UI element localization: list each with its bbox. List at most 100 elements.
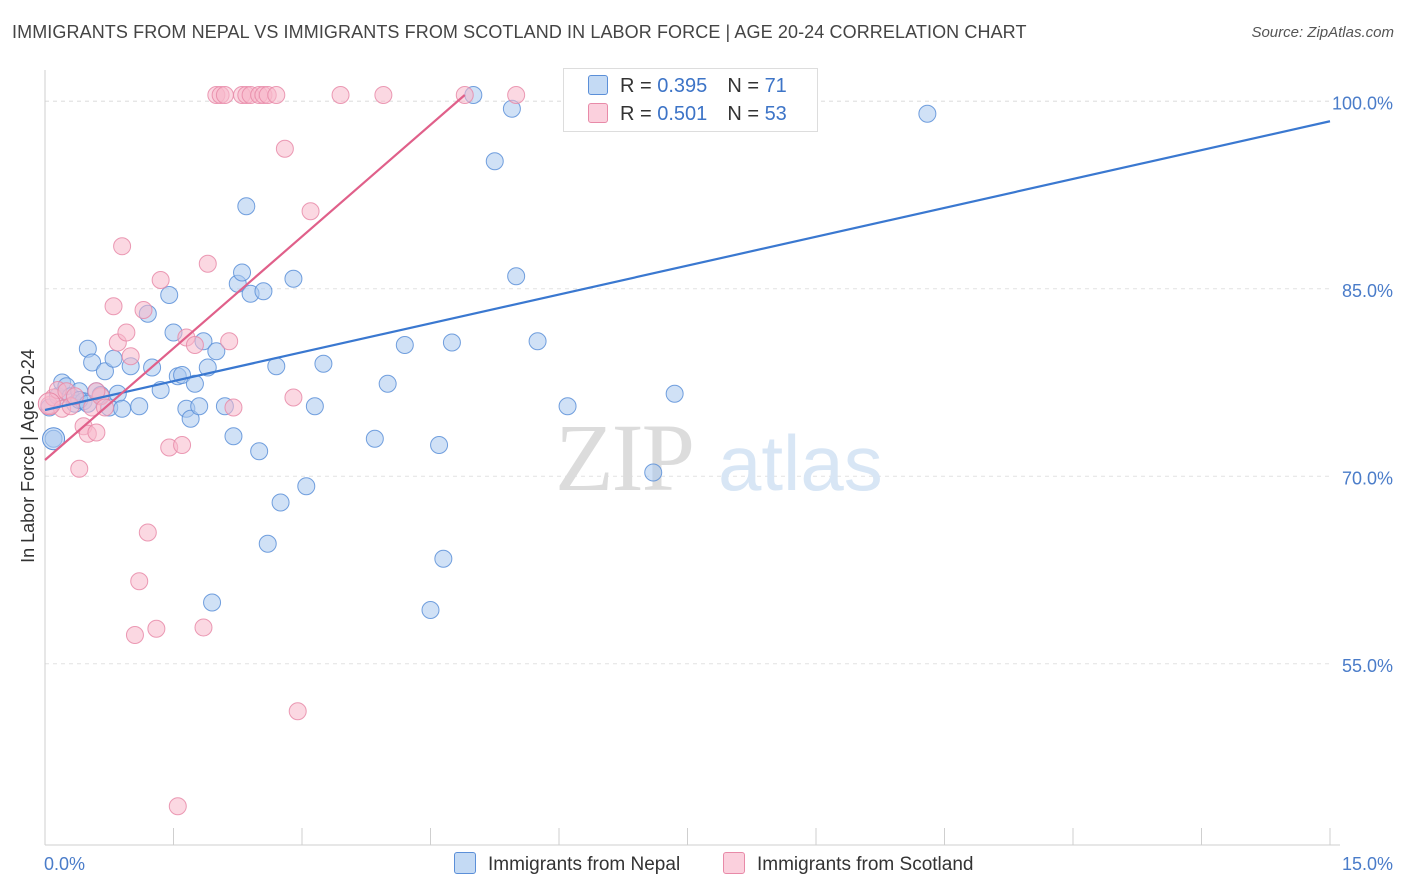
scotland-point [87, 382, 106, 401]
scotland-point [130, 572, 149, 591]
scotland-point [117, 323, 136, 342]
nepal-point [254, 282, 273, 301]
nepal-point [271, 493, 290, 512]
y-tick-label: 100.0% [1332, 93, 1393, 113]
scotland-point [70, 459, 89, 478]
x-tick-label: 15.0% [1342, 854, 1393, 874]
scotland-point [301, 202, 320, 221]
legend-scotland-n-value: 53 [764, 103, 787, 125]
scotland-point [220, 332, 239, 351]
legend-nepal-r-value: 0.395 [657, 75, 708, 97]
nepal-point [430, 436, 449, 454]
nepal-point [507, 267, 526, 286]
legend-nepal: R = 0.395 N = 71 [588, 75, 787, 98]
legend-scotland-swatch [588, 103, 608, 123]
scotland-trend-line [44, 94, 466, 461]
trend-lines [44, 94, 1331, 461]
nepal-point [528, 332, 547, 351]
y-axis-label: In Labor Force | Age 20-24 [18, 349, 38, 563]
nepal-point [284, 269, 303, 288]
bottom-legend-nepal: Immigrants from Nepal [454, 852, 680, 876]
chart-source: Source: ZipAtlas.com [1251, 24, 1394, 41]
y-tick-label: 85.0% [1342, 281, 1393, 301]
nepal-point [485, 152, 504, 171]
scotland-point [138, 523, 157, 542]
nepal-point [918, 104, 937, 123]
scotland-point [87, 423, 106, 442]
scotland-point [168, 797, 187, 816]
scotland-point [284, 388, 303, 407]
watermark: ZIP atlas [555, 404, 883, 511]
scotland-point [507, 86, 526, 104]
bottom-legend-scotland: Immigrants from Scotland [723, 852, 973, 876]
nepal-point [160, 286, 179, 304]
scotland-point [147, 619, 166, 638]
scotland-point [65, 387, 84, 406]
tick-labels: 55.0% 70.0% 85.0% 100.0% 0.0% 15.0% [44, 93, 1393, 874]
bottom-legend-nepal-swatch [454, 852, 476, 874]
scotland-point [215, 86, 234, 104]
nepal-point [203, 593, 222, 612]
nepal-point [83, 353, 102, 372]
scotland-point [113, 237, 132, 256]
nepal-point [130, 397, 149, 416]
nepal-point [421, 601, 440, 619]
scotland-point [288, 702, 307, 721]
legend-scotland: R = 0.501 N = 53 [588, 103, 787, 126]
nepal-point [42, 427, 66, 451]
nepal-point [434, 549, 453, 568]
scotland-point [121, 347, 140, 366]
legend-nepal-r-label: R = [620, 75, 658, 97]
nepal-point [558, 397, 577, 416]
legend-nepal-n-label: N = [727, 75, 765, 97]
nepal-point [104, 349, 123, 368]
nepal-point [665, 384, 684, 403]
grid-lines [45, 100, 1330, 665]
watermark-zip: ZIP [555, 404, 693, 511]
axes [44, 70, 1340, 846]
watermark-atlas: atlas [718, 419, 883, 507]
scotland-point [151, 271, 170, 289]
nepal-point [297, 477, 316, 496]
legend-scotland-n-label: N = [727, 103, 765, 125]
y-tick-label: 55.0% [1342, 656, 1393, 676]
scotland-point [224, 398, 243, 417]
scotland-point [104, 297, 123, 316]
legend-nepal-swatch [588, 75, 608, 95]
bottom-legend-nepal-label: Immigrants from Nepal [488, 854, 681, 875]
scotland-point [173, 436, 192, 454]
scotland-point [267, 86, 286, 104]
scotland-point [125, 626, 144, 644]
legend-scotland-r-value: 0.501 [657, 103, 708, 125]
nepal-point [190, 397, 209, 416]
nepal-point [113, 399, 132, 418]
nepal-point [314, 354, 333, 373]
nepal-point [258, 534, 277, 553]
nepal-point [224, 427, 243, 446]
scotland-point [198, 254, 217, 273]
nepal-point [95, 362, 114, 381]
legend-scotland-r-label: R = [620, 103, 658, 125]
legend-nepal-n-value: 71 [764, 75, 787, 97]
nepal-point [644, 463, 663, 482]
nepal-trend-line [44, 120, 1331, 412]
bottom-legend-scotland-swatch [723, 852, 745, 874]
nepal-point [305, 397, 324, 416]
scotland-point [37, 392, 61, 416]
nepal-point [365, 429, 384, 448]
scotland-point [374, 86, 393, 104]
nepal-point [181, 409, 200, 428]
legend: R = 0.395 N = 71 R = 0.501 N = 53 [563, 68, 818, 132]
scotland-point [185, 336, 204, 354]
y-tick-label: 70.0% [1342, 468, 1393, 488]
chart-title: IMMIGRANTS FROM NEPAL VS IMMIGRANTS FROM… [12, 22, 1027, 42]
data-points [37, 86, 937, 816]
scotland-point [275, 139, 294, 158]
scotland-point [331, 86, 350, 104]
nepal-point [237, 197, 256, 216]
bottom-legend-scotland-label: Immigrants from Scotland [757, 854, 974, 875]
nepal-point [378, 374, 397, 393]
nepal-point [233, 263, 252, 282]
scotland-point [194, 618, 213, 637]
